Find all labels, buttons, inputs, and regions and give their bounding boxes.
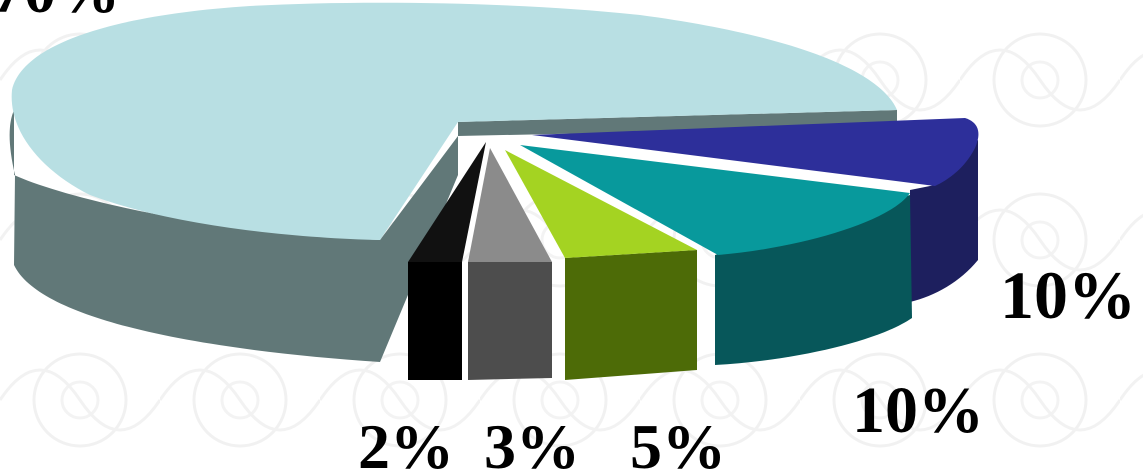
data-label-70: 70% bbox=[0, 0, 120, 26]
data-label-3: 3% bbox=[484, 411, 580, 475]
slice-top-70 bbox=[11, 2, 898, 240]
slice-top-5 bbox=[505, 150, 697, 258]
slice-top-10b bbox=[520, 145, 910, 255]
slice-top-3 bbox=[468, 148, 552, 262]
data-label-5: 5% bbox=[630, 411, 726, 475]
slice-top-2 bbox=[408, 142, 486, 262]
slice-side-5 bbox=[565, 250, 697, 380]
slice-side-10a bbox=[910, 140, 978, 302]
slice-side-2 bbox=[408, 262, 462, 380]
slice-side-70 bbox=[9, 110, 897, 362]
slice-side-3 bbox=[468, 262, 552, 380]
slice-top-10a bbox=[532, 118, 979, 186]
data-label-10a: 10% bbox=[1000, 257, 1136, 333]
slice-side-10b bbox=[715, 195, 912, 365]
data-label-10b: 10% bbox=[852, 374, 984, 447]
data-label-2: 2% bbox=[358, 411, 454, 475]
